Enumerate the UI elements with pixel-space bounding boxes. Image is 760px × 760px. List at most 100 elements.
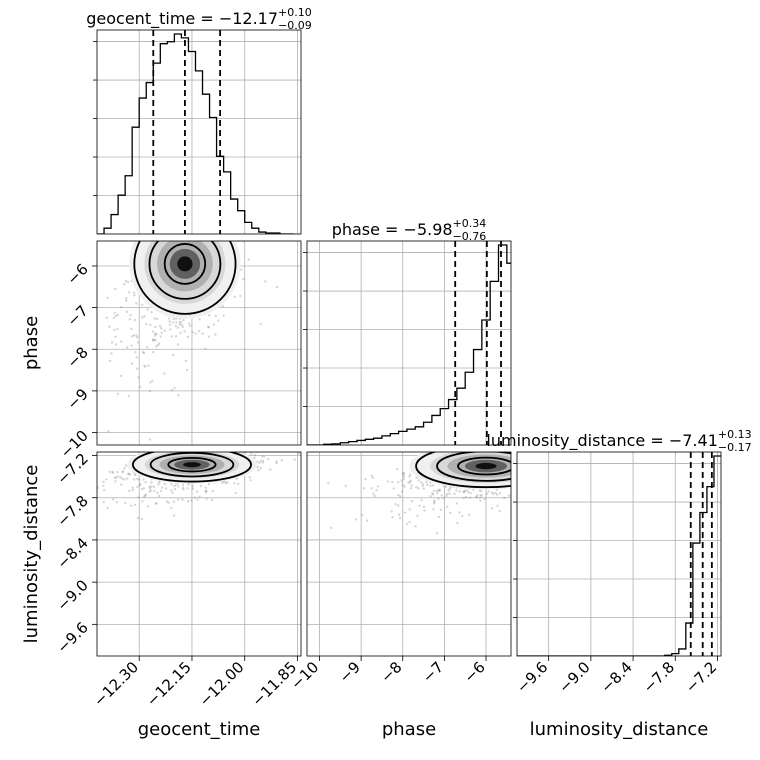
sample-point bbox=[174, 335, 178, 338]
sample-point bbox=[168, 317, 171, 320]
sample-point bbox=[127, 472, 131, 475]
sample-point bbox=[145, 322, 148, 326]
sample-point bbox=[212, 323, 216, 326]
sample-point bbox=[167, 501, 170, 504]
sample-point bbox=[216, 238, 218, 240]
sample-point bbox=[148, 486, 152, 490]
sample-point bbox=[399, 495, 402, 498]
sample-point bbox=[208, 314, 211, 317]
sample-point bbox=[533, 496, 535, 498]
sample-point bbox=[87, 494, 89, 496]
sample-point bbox=[123, 467, 126, 470]
sample-point bbox=[545, 457, 547, 459]
title-phase: phase = −5.98+0.34 −0.76 bbox=[332, 217, 487, 243]
sample-point bbox=[431, 492, 434, 495]
sample-point bbox=[615, 456, 617, 458]
sample-point bbox=[252, 441, 254, 443]
xlabel-luminosity_distance: luminosity_distance bbox=[530, 719, 709, 740]
sample-point bbox=[190, 499, 193, 502]
sample-point bbox=[407, 481, 410, 484]
sample-point bbox=[467, 491, 470, 494]
sample-point bbox=[191, 330, 194, 334]
sample-point bbox=[284, 442, 286, 444]
sample-point bbox=[446, 505, 449, 508]
sample-point bbox=[420, 481, 423, 484]
sample-point bbox=[131, 488, 134, 492]
sample-point bbox=[250, 452, 253, 455]
sample-point bbox=[153, 489, 156, 493]
sample-point bbox=[254, 449, 256, 451]
sample-point bbox=[234, 492, 237, 495]
sample-point bbox=[514, 471, 516, 473]
sample-point bbox=[182, 220, 184, 222]
sample-point bbox=[435, 532, 439, 535]
sample-point bbox=[236, 437, 238, 439]
sample-point bbox=[174, 483, 178, 486]
sample-point bbox=[207, 326, 211, 329]
sample-point bbox=[221, 221, 223, 223]
sample-point bbox=[126, 280, 130, 284]
sample-point bbox=[486, 492, 489, 495]
sample-point bbox=[168, 323, 172, 326]
sample-point bbox=[121, 470, 125, 473]
sample-point bbox=[133, 503, 137, 506]
sample-point bbox=[177, 238, 179, 240]
sample-point bbox=[514, 464, 516, 466]
sample-point bbox=[240, 268, 243, 271]
sample-point bbox=[253, 442, 255, 444]
sample-point bbox=[153, 334, 157, 337]
sample-point bbox=[116, 313, 120, 317]
sample-point bbox=[124, 279, 128, 283]
sample-point bbox=[152, 339, 156, 342]
sample-point bbox=[238, 447, 240, 449]
sample-point bbox=[410, 500, 414, 503]
sample-point bbox=[513, 470, 515, 472]
sample-point bbox=[193, 496, 197, 499]
sample-point bbox=[160, 331, 163, 335]
sample-point bbox=[174, 324, 177, 328]
sample-point bbox=[143, 315, 146, 318]
sample-point bbox=[442, 497, 445, 500]
sample-point bbox=[128, 473, 132, 476]
sample-point bbox=[194, 225, 196, 227]
sample-point bbox=[394, 503, 397, 506]
sample-point bbox=[183, 330, 186, 333]
sample-point bbox=[177, 498, 180, 501]
sample-point bbox=[254, 439, 256, 441]
panel-geocent_time-vs-phase bbox=[96, 210, 302, 446]
sample-point bbox=[223, 210, 225, 212]
sample-point bbox=[153, 317, 156, 320]
sample-point bbox=[119, 340, 123, 343]
sample-point bbox=[130, 327, 133, 331]
sample-point bbox=[362, 487, 366, 490]
sample-point bbox=[241, 224, 243, 226]
sample-point bbox=[498, 509, 501, 513]
sample-point bbox=[253, 456, 256, 460]
sample-point bbox=[195, 228, 197, 230]
sample-point bbox=[178, 321, 182, 324]
sample-point bbox=[119, 374, 123, 378]
sample-point bbox=[198, 329, 201, 333]
sample-point bbox=[237, 449, 239, 451]
sample-point bbox=[150, 481, 153, 484]
sample-point bbox=[167, 238, 169, 240]
sample-point bbox=[519, 486, 521, 488]
sample-point bbox=[515, 471, 517, 473]
sample-point bbox=[533, 461, 535, 463]
sample-point bbox=[409, 487, 413, 490]
sample-point bbox=[294, 434, 296, 436]
sample-point bbox=[513, 472, 515, 474]
sample-point bbox=[420, 498, 423, 502]
sample-point bbox=[229, 226, 231, 228]
sample-point bbox=[259, 459, 262, 463]
sample-point bbox=[217, 319, 220, 322]
sample-point bbox=[539, 467, 541, 469]
sample-point bbox=[210, 226, 212, 228]
sample-point bbox=[126, 346, 129, 349]
sample-point bbox=[247, 258, 250, 261]
sample-point bbox=[555, 459, 557, 461]
sample-point bbox=[140, 487, 144, 491]
sample-point bbox=[124, 464, 128, 467]
sample-point bbox=[523, 456, 525, 458]
sample-point bbox=[375, 489, 378, 492]
